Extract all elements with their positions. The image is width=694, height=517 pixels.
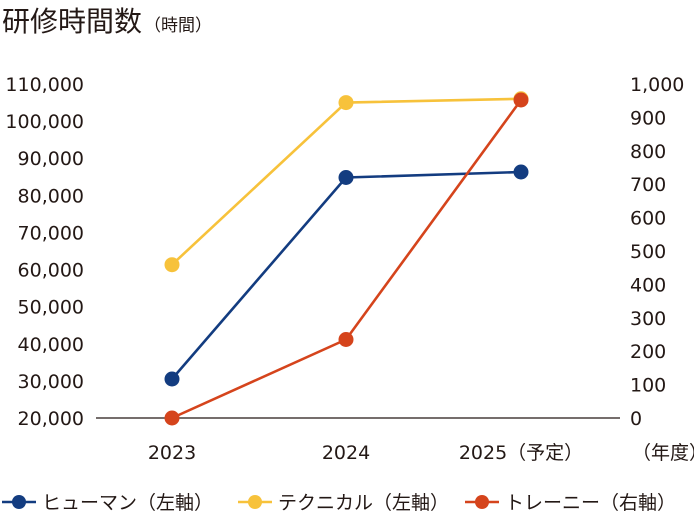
left-tick-label: 90,000 [18,148,84,170]
data-point [513,92,529,108]
legend-label: トレーニー（右軸） [505,492,676,514]
data-point [338,332,354,347]
chart-title-unit: （時間） [144,16,213,36]
data-point [338,170,354,185]
right-tick-label: 600 [630,208,666,230]
x-tick-label: 2024 [322,442,370,464]
left-tick-label: 40,000 [18,334,84,356]
x-tick-label: 2025（予定） [459,442,583,464]
legend-marker [12,495,26,509]
right-tick-label: 0 [630,408,642,430]
left-axis-ticks: 20,000 30,000 40,000 50,000 60,000 70,000 80,0… [5,74,84,430]
left-tick-label: 100,000 [5,111,84,133]
right-tick-label: 700 [630,174,666,196]
right-tick-label: 1,000 [630,74,684,96]
chart-title: 研修時間数 （時間） [2,0,212,40]
x-axis-unit: （年度） [632,442,694,464]
right-tick-label: 900 [630,107,666,129]
data-point [164,410,180,426]
legend-marker [475,495,489,509]
legend-marker [248,495,262,509]
right-tick-label: 400 [630,274,666,296]
data-point [513,164,529,180]
left-tick-label: 110,000 [5,74,84,96]
right-axis-ticks: 0 100 200 300 400 500 600 700 800 900 1,000 [630,74,684,430]
right-tick-label: 200 [630,341,666,363]
data-point [164,257,180,273]
legend-label: テクニカル（左軸） [278,492,449,514]
left-tick-label: 80,000 [18,185,84,207]
data-point [338,95,354,111]
left-tick-label: 60,000 [18,260,84,282]
left-tick-label: 30,000 [18,371,84,393]
legend-label: ヒューマン（左軸） [42,492,213,514]
right-tick-label: 300 [630,308,666,330]
series-group [164,91,529,426]
right-tick-label: 100 [630,375,666,397]
series-line [171,170,522,380]
series-line [171,99,523,420]
x-axis-ticks: 2023 2024 2025（予定） [148,442,583,464]
legend: ヒューマン（左軸） テクニカル（左軸） トレーニー（右軸） [2,492,676,514]
chart-title-text: 研修時間数 [2,5,143,38]
left-tick-label: 20,000 [18,408,84,430]
x-tick-label: 2023 [148,442,196,464]
left-tick-label: 50,000 [18,297,84,319]
right-tick-label: 800 [630,141,666,163]
left-tick-label: 70,000 [18,222,84,244]
data-point [164,371,180,387]
right-tick-label: 500 [630,241,666,263]
